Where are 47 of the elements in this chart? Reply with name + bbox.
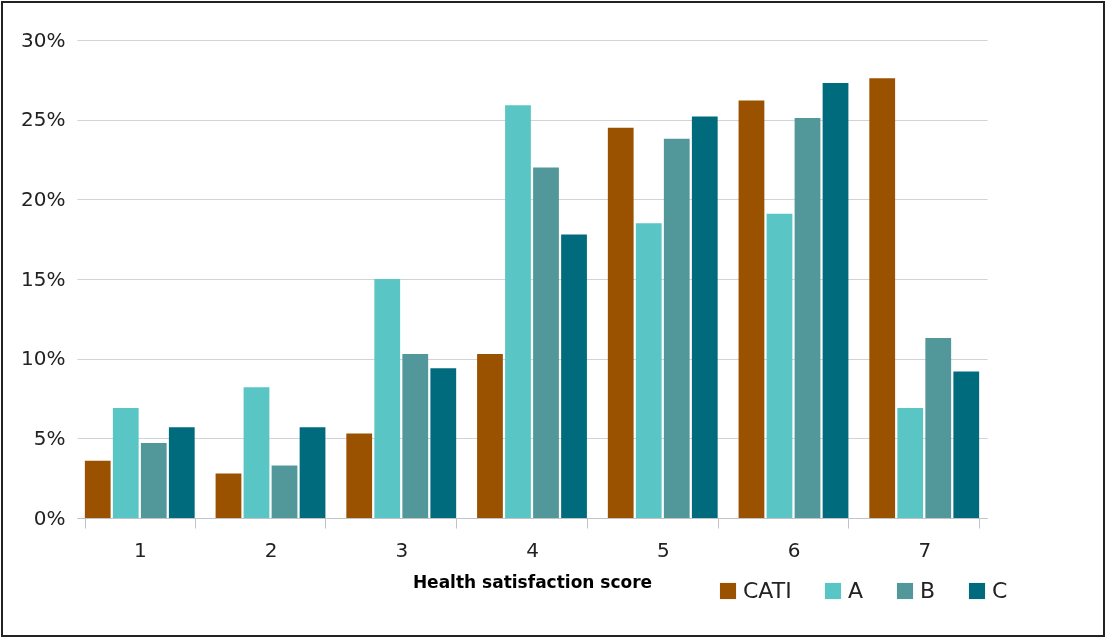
bar bbox=[505, 105, 531, 518]
bar bbox=[168, 427, 195, 518]
bar bbox=[112, 408, 139, 518]
bar bbox=[794, 118, 821, 518]
x-tick-label: 5 bbox=[656, 537, 670, 562]
bar bbox=[374, 279, 401, 518]
bar bbox=[346, 433, 373, 518]
legend-label: C bbox=[992, 578, 1008, 603]
bar bbox=[140, 443, 167, 518]
x-tick-label: 1 bbox=[133, 537, 147, 562]
y-tick-label: 15% bbox=[21, 266, 66, 291]
bar bbox=[869, 78, 896, 518]
bar bbox=[663, 138, 690, 518]
bar bbox=[897, 408, 924, 518]
bar bbox=[766, 213, 793, 518]
bar bbox=[84, 460, 111, 518]
legend-label: CATI bbox=[743, 578, 792, 603]
legend-label: A bbox=[848, 578, 864, 603]
x-tick-label: 2 bbox=[264, 537, 278, 562]
bar bbox=[607, 127, 634, 518]
bar bbox=[738, 100, 765, 518]
bar bbox=[477, 353, 503, 518]
y-tick-label: 5% bbox=[33, 425, 66, 450]
x-tick-label: 7 bbox=[918, 537, 932, 562]
bar bbox=[925, 337, 952, 518]
x-axis-title: Health satisfaction score bbox=[412, 571, 653, 592]
y-tick-label: 20% bbox=[21, 186, 66, 211]
x-tick-label: 6 bbox=[787, 537, 801, 562]
bar bbox=[402, 353, 429, 518]
bar bbox=[299, 427, 326, 518]
bar bbox=[271, 465, 298, 518]
bar bbox=[215, 473, 242, 518]
bar bbox=[953, 371, 980, 518]
x-tick-label: 4 bbox=[526, 537, 539, 562]
y-tick-label: 10% bbox=[21, 346, 66, 371]
bar bbox=[430, 368, 457, 518]
bar bbox=[561, 234, 587, 518]
bar bbox=[635, 223, 662, 518]
bar bbox=[533, 167, 559, 518]
x-tick-label: 3 bbox=[395, 537, 409, 562]
legend-label: B bbox=[920, 578, 936, 603]
bar bbox=[691, 116, 718, 518]
bar bbox=[243, 387, 270, 518]
y-tick-label: 0% bbox=[33, 505, 66, 530]
y-tick-label: 25% bbox=[21, 107, 66, 132]
y-tick-label: 30% bbox=[21, 27, 66, 52]
bar bbox=[822, 83, 849, 518]
